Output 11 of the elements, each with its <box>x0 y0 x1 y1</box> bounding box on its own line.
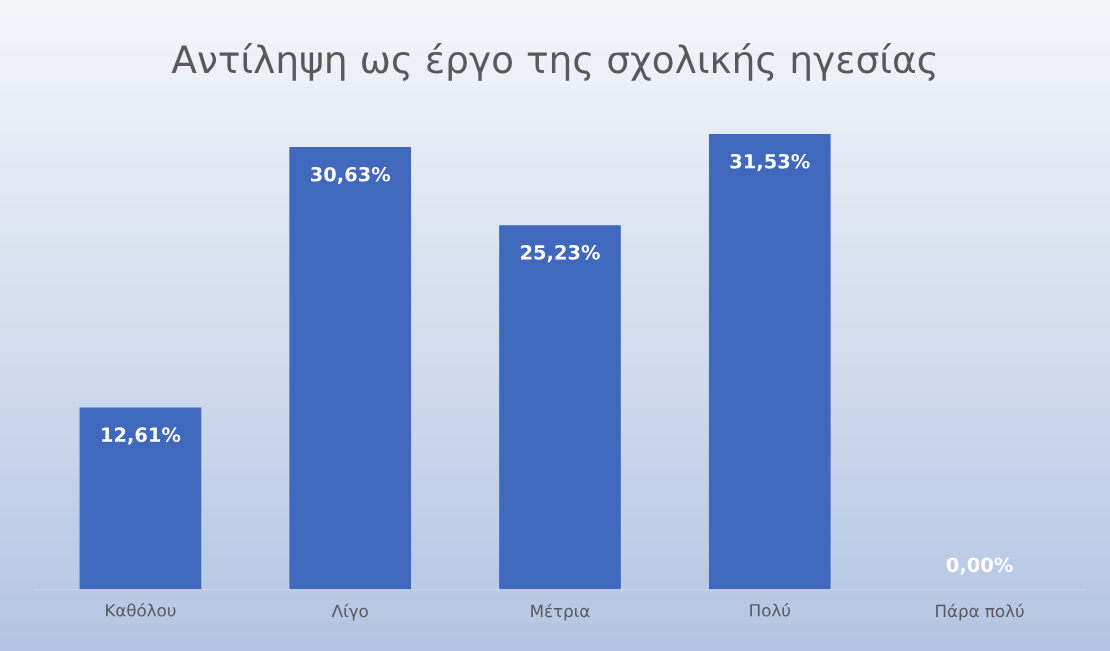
data-label: 12,61% <box>102 427 181 445</box>
x-tick-label: Πάρα πολύ <box>936 603 1024 621</box>
x-tick-label: Καθόλου <box>106 603 176 617</box>
x-tick-label: Λίγο <box>331 603 368 621</box>
data-label: 31,53% <box>730 153 810 172</box>
data-label: 30,63% <box>311 166 391 185</box>
data-label: 25,23% <box>521 244 600 263</box>
data-label: 0,00% <box>946 557 1013 575</box>
chart-title: Αντίληψη ως έργο της σχολικής ηγεσίας <box>171 42 936 81</box>
x-tick-label: Μέτρια <box>531 603 590 621</box>
x-tick-label: Πολύ <box>750 603 790 617</box>
